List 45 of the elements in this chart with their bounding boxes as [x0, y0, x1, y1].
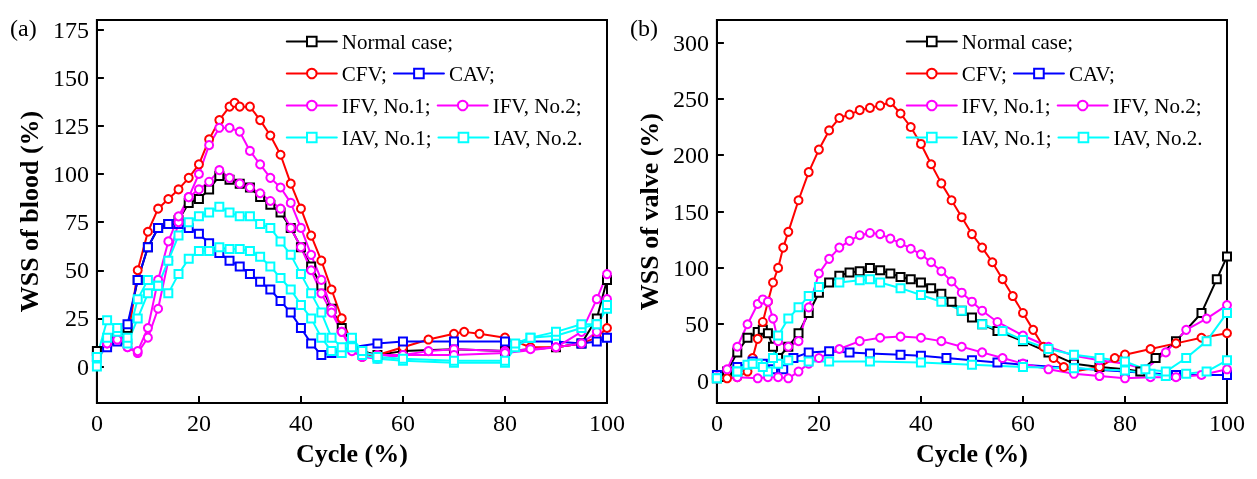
legend-label: IFV, No.1; [341, 93, 431, 118]
y-axis-title: WSS of valve (%) [634, 112, 664, 311]
legend-label: IAV, No.1; [341, 125, 432, 150]
y-tick-label: 100 [672, 254, 709, 281]
legend-label: Normal case; [961, 29, 1074, 54]
x-tick-label: 80 [492, 410, 517, 437]
x-tick-label: 100 [1209, 410, 1245, 437]
y-tick-label: 150 [52, 64, 89, 91]
text: (b) [630, 15, 658, 41]
x-tick-label: 60 [1010, 410, 1035, 437]
y-tick-label: 175 [52, 16, 89, 43]
y-tick-label: 25 [64, 305, 89, 332]
legend-label: CAV; [448, 61, 495, 86]
x-tick-label: 80 [1112, 410, 1137, 437]
x-tick-label: 20 [806, 410, 831, 437]
x-tick-label: 40 [908, 410, 933, 437]
legend-label: IFV, No.2; [1112, 93, 1202, 118]
text: (a) [10, 15, 37, 41]
y-tick-label: 125 [52, 112, 89, 139]
y-tick-label: 150 [672, 198, 709, 225]
x-tick-label: 100 [589, 410, 625, 437]
x-axis-title: Cycle (%) [296, 438, 408, 468]
legend-label: CFV; [961, 61, 1007, 86]
legend-label: CAV; [1068, 61, 1115, 86]
legend-label: IFV, No.2; [492, 93, 582, 118]
y-tick-label: 250 [672, 85, 709, 112]
y-tick-label: 300 [672, 29, 709, 56]
y-tick-label: 200 [672, 142, 709, 169]
y-tick-label: 0 [696, 367, 709, 394]
legend-label: IAV, No.2. [493, 125, 583, 150]
y-tick-label: 50 [64, 257, 89, 284]
legend-label: Normal case; [341, 29, 454, 54]
x-tick-label: 40 [288, 410, 313, 437]
y-tick-label: 50 [684, 311, 709, 338]
y-axis-title: WSS of blood (%) [14, 110, 44, 313]
legend-label: IAV, No.1; [961, 125, 1052, 150]
y-tick-label: 100 [52, 161, 89, 188]
y-tick-label: 0 [76, 353, 89, 380]
x-axis-title: Cycle (%) [916, 438, 1028, 468]
legend-label: IAV, No.2. [1113, 125, 1203, 150]
y-tick-label: 75 [64, 209, 89, 236]
legend-label: IFV, No.1; [961, 93, 1051, 118]
x-tick-label: 20 [186, 410, 211, 437]
x-tick-label: 60 [390, 410, 415, 437]
legend-label: CFV; [341, 61, 387, 86]
